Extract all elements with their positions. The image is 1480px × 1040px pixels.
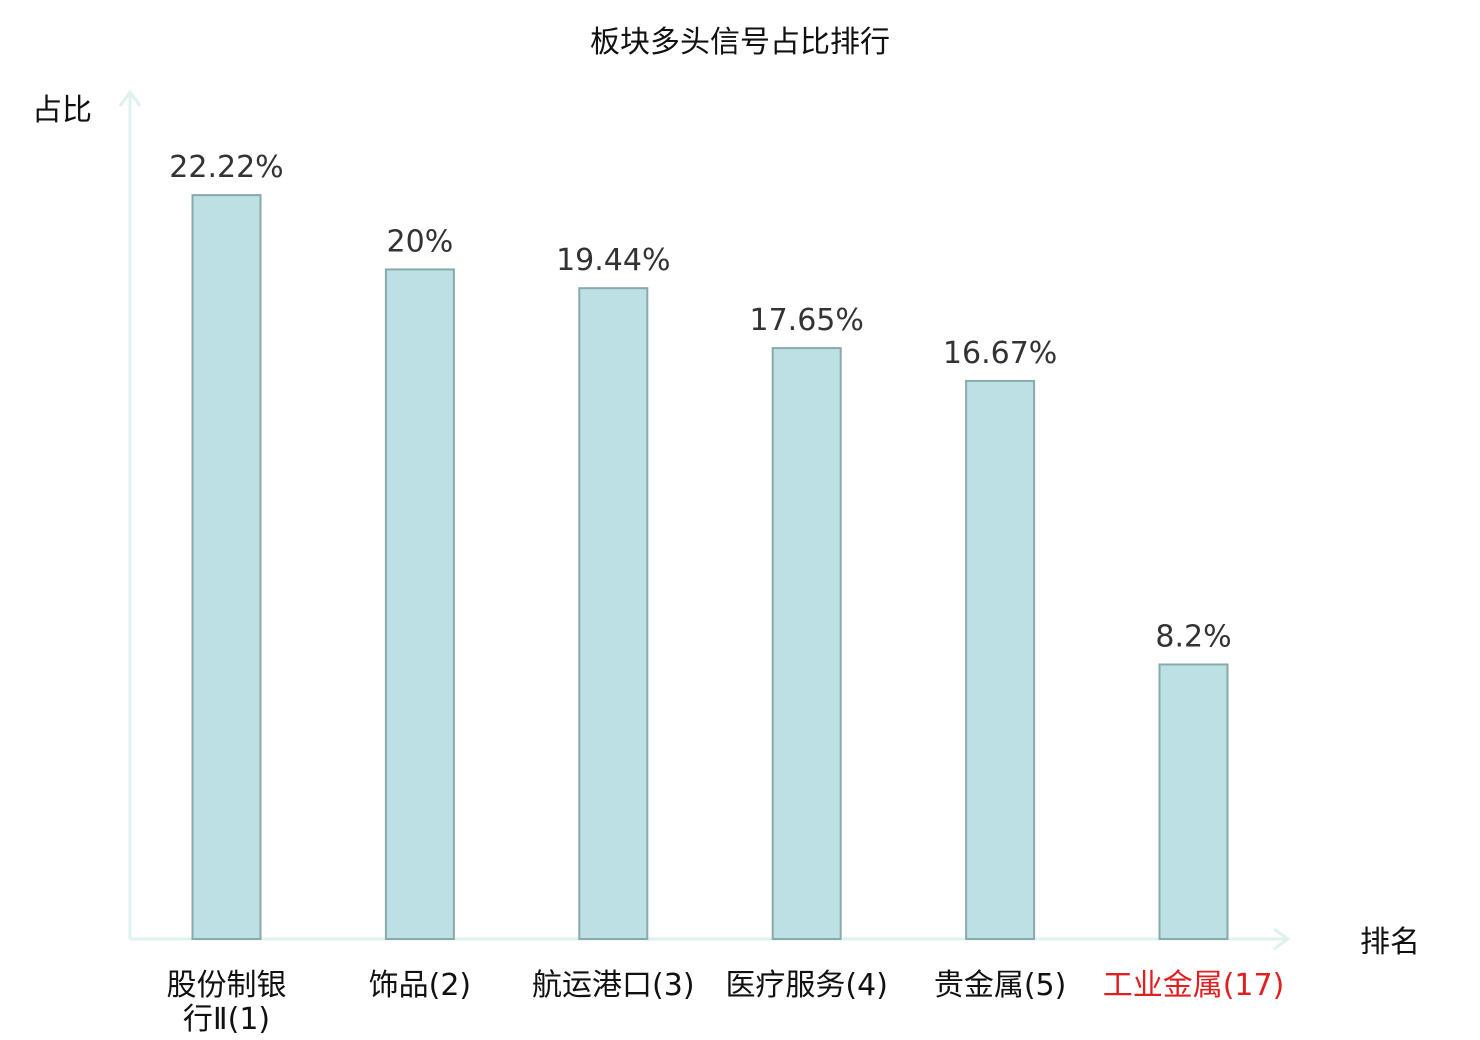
y-axis-label: 占比 xyxy=(32,93,92,128)
bar-value-label: 19.44% xyxy=(556,243,670,278)
bar-value-label: 8.2% xyxy=(1155,619,1231,654)
category-label: 航运港口(3) xyxy=(532,968,695,1003)
bar xyxy=(191,194,262,940)
axes xyxy=(118,89,1291,951)
bar xyxy=(384,268,455,941)
y-axis-arrow xyxy=(118,89,142,107)
category-label: 行Ⅱ(1) xyxy=(183,1002,270,1037)
bar-value-label: 17.65% xyxy=(750,303,864,338)
bar xyxy=(771,347,842,940)
bar-value-label: 22.22% xyxy=(169,150,283,185)
chart-title: 板块多头信号占比排行 xyxy=(590,25,890,60)
value-labels: 22.22% 20% 19.44% 17.65% 16.67% 8.2% xyxy=(169,150,1231,654)
category-label: 医疗服务(4) xyxy=(725,968,888,1003)
category-label: 股份制银 xyxy=(167,968,287,1003)
category-label: 饰品(2) xyxy=(369,968,472,1003)
category-label: 工业金属(17) xyxy=(1103,968,1285,1003)
category-label: 贵金属(5) xyxy=(934,968,1067,1003)
x-axis-label: 排名 xyxy=(1360,925,1420,960)
bar-value-label: 20% xyxy=(387,224,454,259)
bar-value-label: 16.67% xyxy=(943,336,1057,371)
x-axis-arrow xyxy=(1273,927,1291,951)
bar xyxy=(578,287,649,940)
bars xyxy=(191,194,1229,941)
bar xyxy=(965,379,1036,940)
bar xyxy=(1158,663,1229,940)
